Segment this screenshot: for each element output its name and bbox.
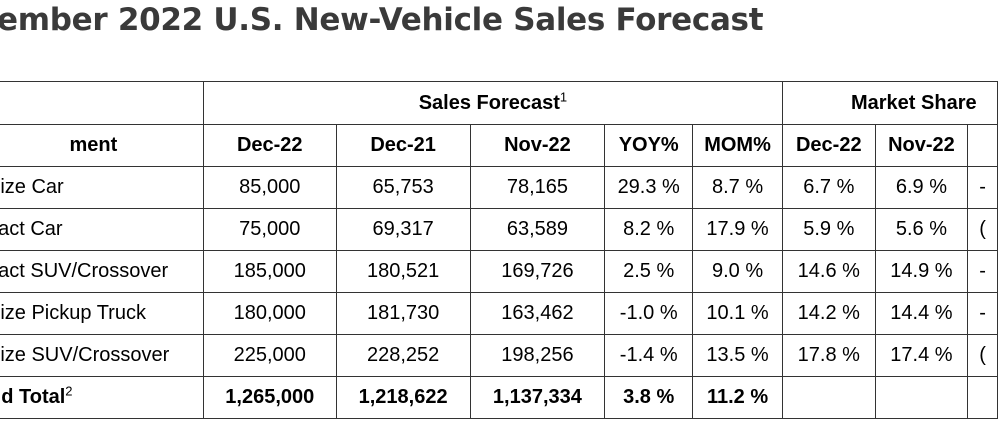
- market-share-nov22-cell: 14.4 %: [874, 292, 969, 335]
- mom-cell: 13.5 %: [692, 334, 783, 377]
- market-share-dec22-cell: 14.2 %: [781, 292, 876, 335]
- dec22-cell: 75,000: [202, 208, 337, 251]
- market-share-group-header: Market Share: [781, 81, 999, 125]
- dec22-column-header: Dec-22: [202, 124, 337, 167]
- nov22-column-header: Nov-22: [469, 124, 606, 167]
- market-share-extra-cell: -: [967, 166, 998, 209]
- yoy-cell: -1.4 %: [604, 334, 694, 377]
- segment-cell: pact SUV/Crossover: [0, 250, 204, 293]
- total-nov22-cell: 1,137,334: [469, 376, 606, 419]
- market-share-extra-cell: -: [967, 250, 998, 293]
- dec21-cell: 180,521: [335, 250, 471, 293]
- table-row: Size Pickup Truck 180,000 181,730 163,46…: [0, 292, 998, 335]
- dec21-cell: 65,753: [335, 166, 471, 209]
- total-footnote: 2: [65, 383, 73, 399]
- sales-forecast-table: Sales Forecast1 Market Share ment Dec-22…: [0, 81, 999, 419]
- mom-cell: 8.7 %: [692, 166, 783, 209]
- market-share-nov22-column-header: Nov-22: [874, 124, 969, 167]
- total-row: nd Total2 1,265,000 1,218,622 1,137,334 …: [0, 376, 998, 419]
- table-row: Size SUV/Crossover 225,000 228,252 198,2…: [0, 334, 998, 377]
- market-share-extra-cell: -: [967, 292, 998, 335]
- nov22-cell: 169,726: [469, 250, 606, 293]
- nov22-cell: 78,165: [469, 166, 606, 209]
- total-dec21-cell: 1,218,622: [335, 376, 471, 419]
- yoy-cell: 2.5 %: [604, 250, 694, 293]
- segment-cell: Size Car: [0, 166, 204, 209]
- market-share-dec22-cell: 6.7 %: [781, 166, 876, 209]
- dec21-cell: 181,730: [335, 292, 471, 335]
- total-label-cell: nd Total2: [0, 376, 204, 419]
- dec22-cell: 185,000: [202, 250, 337, 293]
- total-yoy-cell: 3.8 %: [604, 376, 694, 419]
- total-market-share-dec22-cell: [781, 376, 876, 419]
- sales-forecast-group-header: Sales Forecast1: [202, 81, 783, 125]
- market-share-extra-cell: (: [967, 334, 998, 377]
- market-share-extra-cell: (: [967, 208, 998, 251]
- page-title: ember 2022 U.S. New-Vehicle Sales Foreca…: [0, 2, 764, 38]
- table-row: Size Car 85,000 65,753 78,165 29.3 % 8.7…: [0, 166, 998, 209]
- dec22-cell: 85,000: [202, 166, 337, 209]
- dec22-cell: 225,000: [202, 334, 337, 377]
- yoy-column-header: YOY%: [604, 124, 694, 167]
- segment-column-header: ment: [0, 124, 204, 167]
- column-header-row: ment Dec-22 Dec-21 Nov-22 YOY% MOM% Dec-…: [0, 124, 998, 167]
- yoy-cell: 29.3 %: [604, 166, 694, 209]
- dec21-cell: 69,317: [335, 208, 471, 251]
- dec21-cell: 228,252: [335, 334, 471, 377]
- market-share-nov22-cell: 6.9 %: [874, 166, 969, 209]
- nov22-cell: 63,589: [469, 208, 606, 251]
- market-share-dec22-cell: 5.9 %: [781, 208, 876, 251]
- total-label: nd Total: [0, 386, 66, 408]
- dec21-column-header: Dec-21: [335, 124, 471, 167]
- mom-column-header: MOM%: [692, 124, 783, 167]
- mom-cell: 10.1 %: [692, 292, 783, 335]
- market-share-extra-column-header: [967, 124, 998, 167]
- market-share-dec22-cell: 14.6 %: [781, 250, 876, 293]
- market-share-nov22-cell: 5.6 %: [874, 208, 969, 251]
- market-share-nov22-cell: 14.9 %: [874, 250, 969, 293]
- sales-forecast-label: Sales Forecast: [418, 91, 560, 114]
- yoy-cell: 8.2 %: [604, 208, 694, 251]
- table-row: pact SUV/Crossover 185,000 180,521 169,7…: [0, 250, 998, 293]
- total-dec22-cell: 1,265,000: [202, 376, 337, 419]
- group-header-row: Sales Forecast1 Market Share: [0, 81, 999, 125]
- market-share-dec22-column-header: Dec-22: [781, 124, 876, 167]
- table-row: pact Car 75,000 69,317 63,589 8.2 % 17.9…: [0, 208, 998, 251]
- market-share-dec22-cell: 17.8 %: [781, 334, 876, 377]
- total-mom-cell: 11.2 %: [692, 376, 783, 419]
- segment-cell: Size SUV/Crossover: [0, 334, 204, 377]
- market-share-nov22-cell: 17.4 %: [874, 334, 969, 377]
- total-market-share-nov22-cell: [874, 376, 969, 419]
- segment-cell: Size Pickup Truck: [0, 292, 204, 335]
- sales-forecast-footnote: 1: [559, 88, 568, 104]
- total-market-share-extra-cell: [967, 376, 998, 419]
- mom-cell: 9.0 %: [692, 250, 783, 293]
- nov22-cell: 198,256: [469, 334, 606, 377]
- dec22-cell: 180,000: [202, 292, 337, 335]
- group-header-empty: [0, 81, 204, 125]
- segment-cell: pact Car: [0, 208, 204, 251]
- nov22-cell: 163,462: [469, 292, 606, 335]
- mom-cell: 17.9 %: [692, 208, 783, 251]
- yoy-cell: -1.0 %: [604, 292, 694, 335]
